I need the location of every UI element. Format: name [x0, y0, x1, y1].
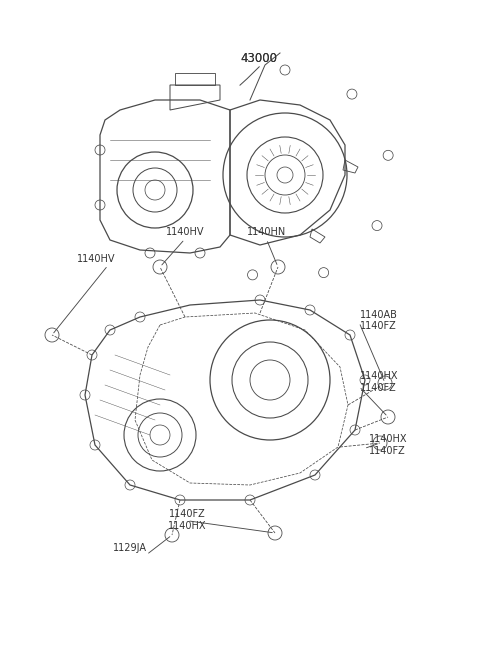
- Text: 1140AB: 1140AB: [360, 310, 398, 320]
- Text: 1140FZ: 1140FZ: [360, 322, 397, 331]
- Text: 1140HN: 1140HN: [247, 227, 286, 237]
- Text: 1140HX: 1140HX: [360, 371, 398, 381]
- Text: 1140HX: 1140HX: [168, 521, 206, 531]
- Text: 1140FZ: 1140FZ: [169, 509, 205, 519]
- Text: 1140FZ: 1140FZ: [369, 446, 406, 456]
- Text: 1140FZ: 1140FZ: [360, 383, 397, 393]
- Text: 1140HV: 1140HV: [166, 227, 204, 237]
- Text: 1129JA: 1129JA: [113, 544, 146, 553]
- Text: 1140HV: 1140HV: [77, 254, 115, 264]
- Text: 1140HX: 1140HX: [369, 434, 407, 444]
- Text: 43000: 43000: [240, 52, 278, 66]
- Text: 43000: 43000: [240, 52, 278, 66]
